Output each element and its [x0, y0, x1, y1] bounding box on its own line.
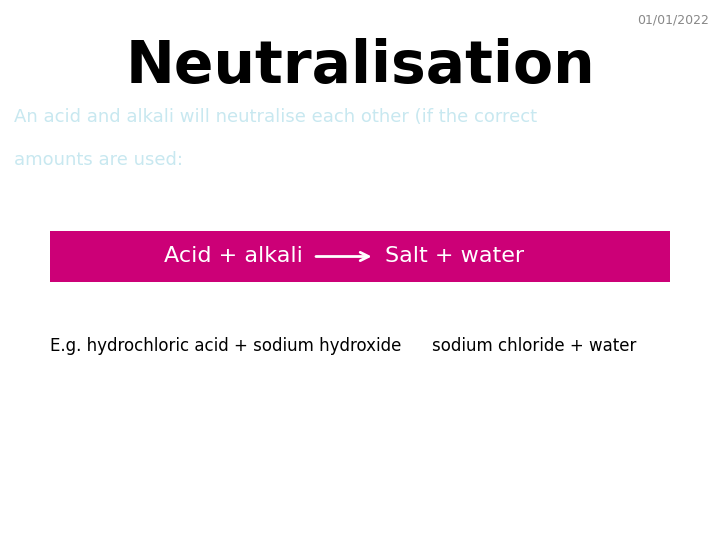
Text: Acid + alkali: Acid + alkali — [163, 246, 302, 267]
Text: 01/01/2022: 01/01/2022 — [637, 14, 709, 26]
Text: An acid and alkali will neutralise each other (if the correct: An acid and alkali will neutralise each … — [14, 108, 538, 126]
Text: amounts are used:: amounts are used: — [14, 151, 184, 169]
Text: sodium chloride + water: sodium chloride + water — [432, 336, 636, 355]
FancyBboxPatch shape — [50, 231, 670, 282]
Text: E.g. hydrochloric acid + sodium hydroxide: E.g. hydrochloric acid + sodium hydroxid… — [50, 336, 402, 355]
Text: Salt + water: Salt + water — [385, 246, 524, 267]
Text: Neutralisation: Neutralisation — [125, 38, 595, 95]
